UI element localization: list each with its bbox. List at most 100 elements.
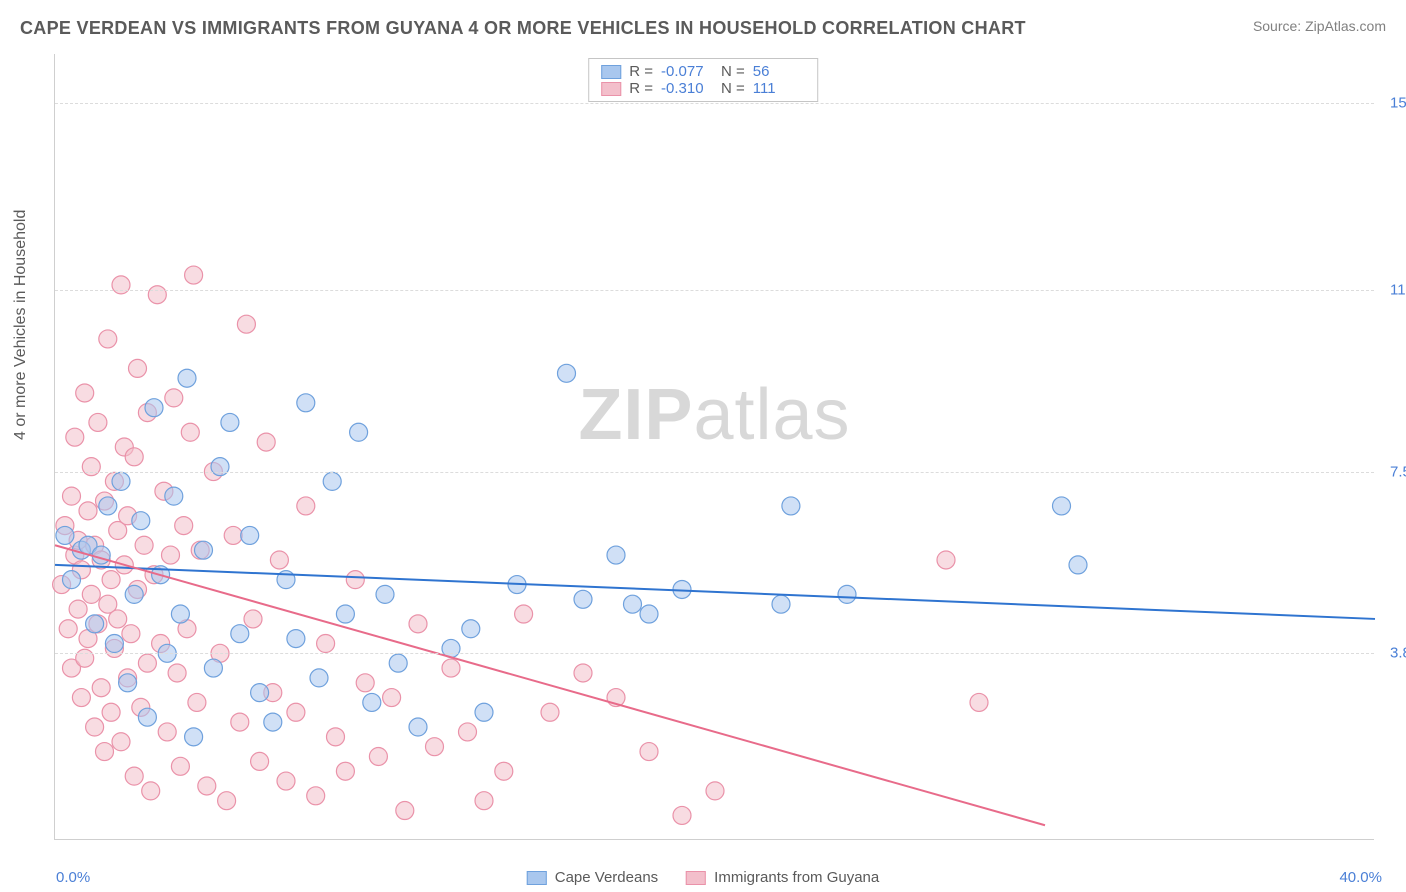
data-point xyxy=(135,536,153,554)
legend-swatch xyxy=(601,82,621,96)
legend-swatch xyxy=(527,871,547,885)
data-point xyxy=(63,571,81,589)
data-point xyxy=(86,615,104,633)
data-point xyxy=(257,433,275,451)
data-point xyxy=(76,384,94,402)
data-point xyxy=(310,669,328,687)
data-point xyxy=(158,723,176,741)
data-point xyxy=(204,659,222,677)
data-point xyxy=(442,659,460,677)
data-point xyxy=(297,394,315,412)
data-point xyxy=(185,266,203,284)
data-point xyxy=(119,674,137,692)
data-point xyxy=(63,487,81,505)
data-point xyxy=(336,762,354,780)
data-point xyxy=(59,620,77,638)
data-point xyxy=(673,806,691,824)
data-point xyxy=(181,423,199,441)
data-point xyxy=(838,585,856,603)
data-point xyxy=(82,585,100,603)
n-value: 111 xyxy=(753,80,805,97)
source-attribution: Source: ZipAtlas.com xyxy=(1253,18,1386,34)
chart-title: CAPE VERDEAN VS IMMIGRANTS FROM GUYANA 4… xyxy=(20,18,1026,39)
data-point xyxy=(307,787,325,805)
data-point xyxy=(132,512,150,530)
data-point xyxy=(1053,497,1071,515)
data-point xyxy=(165,389,183,407)
data-point xyxy=(138,708,156,726)
correlation-legend: R =-0.077N =56R = -0.310 N = 111 xyxy=(588,58,818,102)
data-point xyxy=(125,767,143,785)
data-point xyxy=(171,757,189,775)
data-point xyxy=(195,541,213,559)
n-label: N = xyxy=(721,80,745,97)
data-point xyxy=(459,723,477,741)
data-point xyxy=(145,399,163,417)
scatter-plot-svg xyxy=(55,54,1374,839)
chart-plot-area: ZIPatlas 3.8%7.5%11.2%15.0% xyxy=(54,54,1374,840)
data-point xyxy=(175,517,193,535)
data-point xyxy=(297,497,315,515)
data-point xyxy=(178,369,196,387)
data-point xyxy=(541,703,559,721)
series-name: Cape Verdeans xyxy=(555,869,658,886)
data-point xyxy=(640,743,658,761)
data-point xyxy=(317,635,335,653)
data-point xyxy=(515,605,533,623)
data-point xyxy=(231,713,249,731)
data-point xyxy=(231,625,249,643)
data-point xyxy=(241,526,259,544)
data-point xyxy=(558,364,576,382)
data-point xyxy=(706,782,724,800)
data-point xyxy=(92,546,110,564)
data-point xyxy=(112,472,130,490)
x-axis-min-label: 0.0% xyxy=(56,869,90,886)
gridline xyxy=(55,653,1374,654)
data-point xyxy=(66,428,84,446)
data-point xyxy=(102,571,120,589)
data-point xyxy=(102,703,120,721)
data-point xyxy=(92,679,110,697)
legend-swatch xyxy=(601,65,621,79)
data-point xyxy=(1069,556,1087,574)
data-point xyxy=(168,664,186,682)
data-point xyxy=(369,747,387,765)
r-label: R = xyxy=(629,80,653,97)
data-point xyxy=(270,551,288,569)
data-point xyxy=(251,752,269,770)
gridline xyxy=(55,290,1374,291)
data-point xyxy=(112,276,130,294)
data-point xyxy=(356,674,374,692)
data-point xyxy=(76,649,94,667)
y-tick-label: 7.5% xyxy=(1380,463,1406,480)
data-point xyxy=(142,782,160,800)
data-point xyxy=(188,693,206,711)
data-point xyxy=(409,615,427,633)
legend-item: Cape Verdeans xyxy=(527,869,658,886)
data-point xyxy=(244,610,262,628)
data-point xyxy=(185,728,203,746)
series-legend: Cape VerdeansImmigrants from Guyana xyxy=(527,869,879,886)
data-point xyxy=(409,718,427,736)
legend-stat-row: R =-0.077N =56 xyxy=(601,63,805,80)
data-point xyxy=(237,315,255,333)
data-point xyxy=(96,743,114,761)
r-label: R = xyxy=(629,63,653,80)
data-point xyxy=(363,693,381,711)
data-point xyxy=(287,630,305,648)
data-point xyxy=(336,605,354,623)
r-value: -0.310 xyxy=(661,80,713,97)
data-point xyxy=(624,595,642,613)
data-point xyxy=(782,497,800,515)
data-point xyxy=(221,413,239,431)
data-point xyxy=(89,413,107,431)
data-point xyxy=(69,600,87,618)
data-point xyxy=(346,571,364,589)
data-point xyxy=(165,487,183,505)
data-point xyxy=(327,728,345,746)
data-point xyxy=(495,762,513,780)
data-point xyxy=(211,458,229,476)
data-point xyxy=(99,497,117,515)
data-point xyxy=(574,664,592,682)
data-point xyxy=(323,472,341,490)
